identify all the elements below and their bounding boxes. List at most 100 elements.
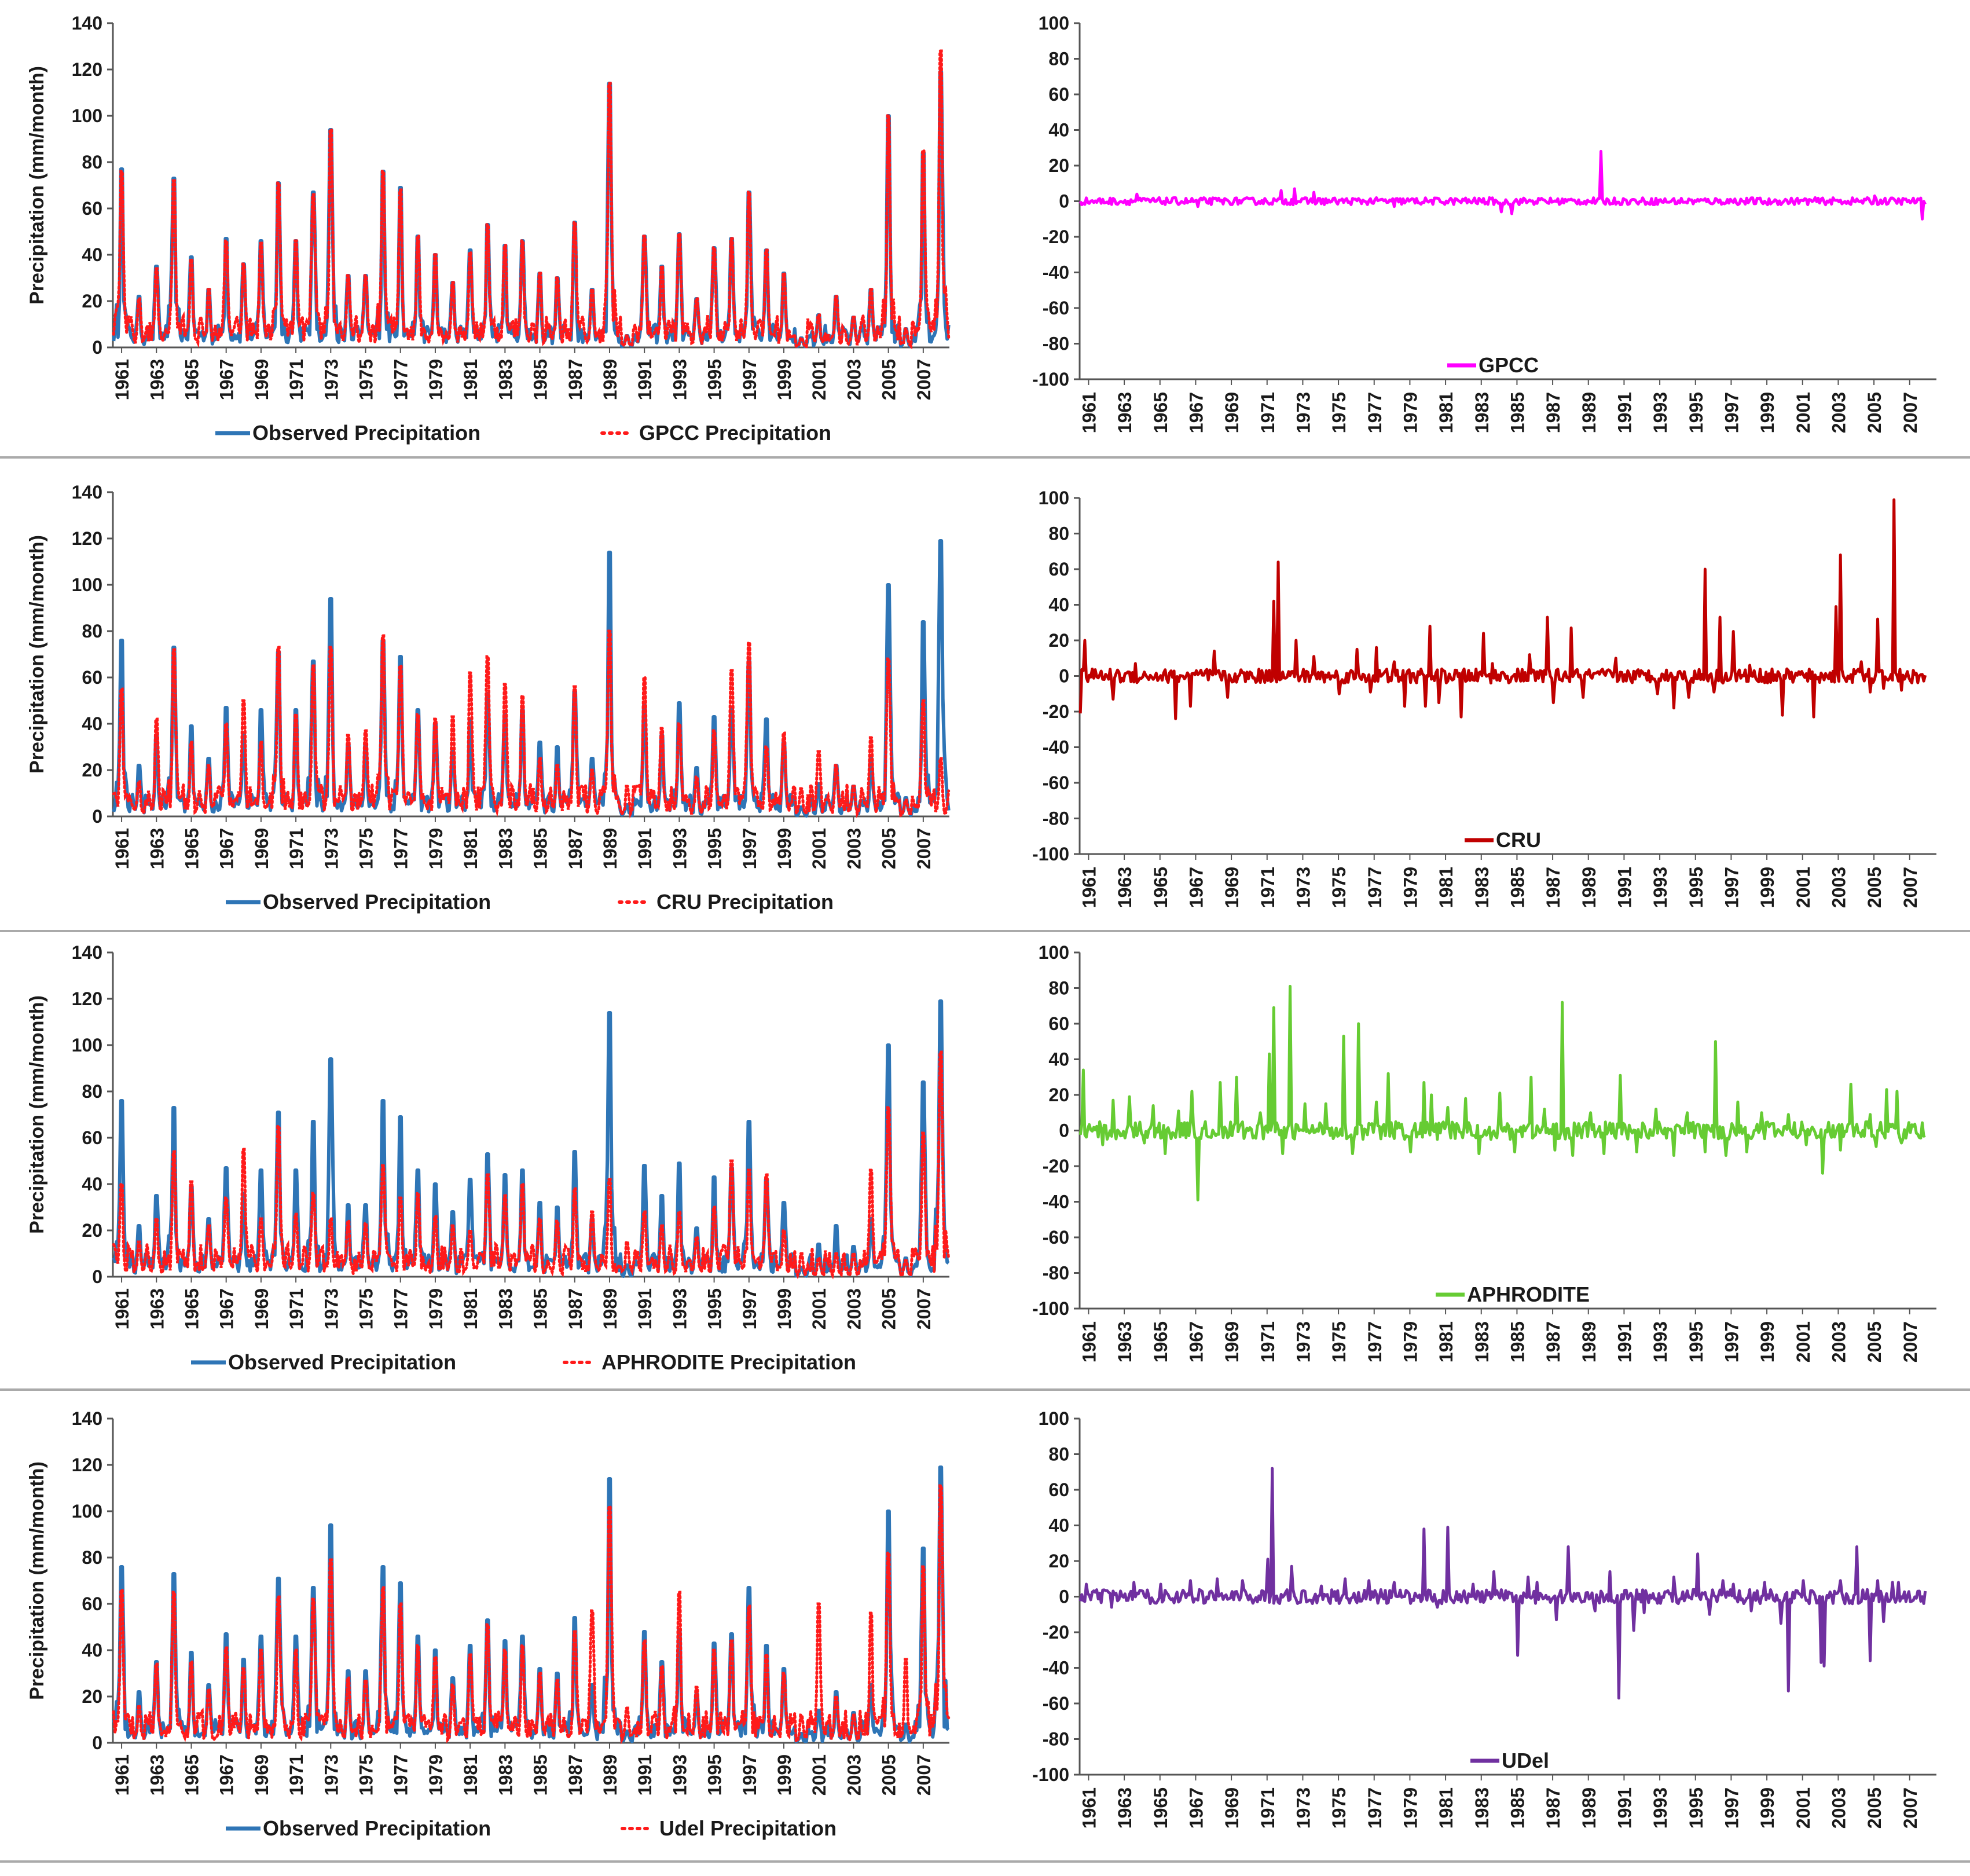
y-tick-label: 0 (92, 1732, 102, 1753)
x-tick-label: 1989 (600, 359, 621, 400)
y-tick-label: 120 (72, 528, 102, 549)
x-tick-label: 1997 (1721, 392, 1742, 433)
x-tick-label: 1961 (1078, 1787, 1099, 1829)
x-tick-label: 1995 (1686, 1787, 1707, 1829)
x-tick-label: 1991 (634, 359, 655, 400)
x-tick-label: 1963 (146, 1288, 167, 1329)
x-tick-label: 1999 (1757, 867, 1778, 908)
x-tick-label: 1991 (634, 828, 655, 869)
x-tick-label: 2007 (1900, 1321, 1921, 1362)
x-tick-label: 2001 (809, 828, 830, 869)
y-tick-label: -80 (1043, 334, 1069, 354)
x-tick-label: 1969 (1221, 1787, 1242, 1829)
x-tick-label: 1963 (1114, 1787, 1135, 1829)
y-tick-label: -100 (1032, 844, 1069, 864)
y-tick-label: 40 (1048, 595, 1069, 615)
x-tick-label: 1997 (1721, 1321, 1742, 1362)
x-tick-label: 1967 (217, 359, 237, 400)
x-tick-label: 1985 (1507, 1321, 1528, 1362)
x-tick-label: 2001 (1793, 1787, 1814, 1829)
x-tick-label: 1987 (565, 1754, 586, 1796)
x-tick-label: 1995 (705, 828, 725, 869)
x-tick-label: 1999 (1757, 1787, 1778, 1829)
x-tick-label: 1963 (146, 828, 167, 869)
x-tick-label: 1975 (356, 359, 377, 400)
x-tick-label: 2003 (1828, 1787, 1849, 1829)
panel-row-2: 0 20 40 60 80 100 120 140 1961 1963 1965 1967 1969 19… (26, 942, 1936, 1374)
x-tick-label: 1969 (251, 828, 272, 869)
y-axis-title: Precipitation (mm/month) (26, 535, 48, 774)
y-tick-label: -40 (1043, 1658, 1069, 1679)
precip-chart-udel: 0 20 40 60 80 100 120 140 1961 1963 1965 1967 1969 19… (26, 1408, 951, 1840)
x-tick-label: 1963 (1114, 1321, 1135, 1362)
x-tick-label: 1993 (669, 828, 690, 869)
legend-product-label: Udel Precipitation (659, 1816, 837, 1840)
x-tick-label: 1981 (1436, 1787, 1457, 1829)
difference-line (1078, 1467, 1927, 1700)
x-tick-label: 2003 (843, 359, 864, 400)
x-tick-label: 1971 (286, 1288, 307, 1329)
x-tick-label: 1993 (1650, 867, 1671, 908)
y-axis-title: Precipitation (mm/month) (26, 1461, 48, 1700)
x-tick-label: 1995 (1686, 867, 1707, 908)
x-tick-label: 1965 (1150, 1321, 1171, 1362)
x-tick-label: 1999 (774, 828, 795, 869)
x-tick-label: 1971 (1257, 1787, 1278, 1829)
x-tick-label: 1995 (705, 1754, 725, 1796)
x-tick-label: 2007 (914, 1754, 934, 1796)
y-tick-label: 100 (72, 1501, 102, 1522)
x-tick-label: 1973 (321, 359, 342, 400)
y-tick-label: 40 (1048, 120, 1069, 141)
legend-label: APHRODITE (1467, 1283, 1590, 1306)
x-tick-label: 2001 (809, 1754, 830, 1796)
y-tick-label: 40 (82, 1640, 102, 1661)
y-tick-label: -100 (1032, 1298, 1069, 1319)
x-tick-label: 1963 (1114, 392, 1135, 433)
x-tick-label: 1961 (1078, 392, 1099, 433)
panel-row-0: 0 20 40 60 80 100 120 140 1961 1963 1965 1967 1969 19… (26, 13, 1936, 445)
x-tick-label: 1967 (217, 1288, 237, 1329)
x-tick-label: 1977 (1364, 392, 1385, 433)
x-tick-label: 1981 (460, 1288, 481, 1329)
x-tick-label: 1981 (460, 359, 481, 400)
x-tick-label: 1973 (1293, 1321, 1314, 1362)
y-tick-label: 20 (82, 1220, 102, 1241)
x-tick-label: 2005 (879, 1288, 900, 1329)
x-tick-label: 1977 (391, 1288, 412, 1329)
y-tick-label: 80 (82, 621, 102, 642)
x-tick-label: 2003 (1828, 392, 1849, 433)
x-tick-label: 1989 (600, 1288, 621, 1329)
x-tick-label: 1993 (669, 359, 690, 400)
y-tick-label: 100 (1039, 13, 1069, 34)
x-tick-label: 1977 (391, 1754, 412, 1796)
y-tick-label: 60 (82, 667, 102, 688)
x-tick-label: 1973 (1293, 1787, 1314, 1829)
x-tick-label: 1975 (356, 1288, 377, 1329)
x-tick-label: 2005 (1864, 1321, 1885, 1362)
x-tick-label: 2003 (1828, 867, 1849, 908)
x-tick-label: 1997 (739, 359, 760, 400)
x-tick-label: 1979 (425, 1288, 446, 1329)
difference-line (1078, 498, 1927, 720)
x-tick-label: 1983 (495, 828, 516, 869)
x-tick-label: 2007 (914, 359, 934, 400)
legend-product-label: CRU Precipitation (656, 890, 834, 914)
y-tick-label: 80 (82, 152, 102, 173)
legend-observed-label: Observed Precipitation (252, 421, 480, 445)
x-tick-label: 1985 (530, 359, 551, 400)
x-tick-label: 1985 (530, 828, 551, 869)
x-tick-label: 1989 (1579, 392, 1600, 433)
y-tick-label: -80 (1043, 1729, 1069, 1750)
x-tick-label: 2001 (809, 359, 830, 400)
x-tick-label: 1997 (1721, 1787, 1742, 1829)
x-tick-label: 1989 (1579, 1787, 1600, 1829)
x-tick-label: 1987 (565, 1288, 586, 1329)
y-tick-label: 20 (82, 760, 102, 781)
difference-line (1078, 984, 1926, 1201)
x-tick-label: 1977 (1364, 1787, 1385, 1829)
y-tick-label: 100 (72, 574, 102, 595)
y-tick-label: 20 (1048, 155, 1069, 176)
y-tick-label: 140 (72, 1408, 102, 1429)
difference-chart-gpcc: -100 -80 -60 -40 -20 0 20 40 60 80 100 1961 1963 1965… (1032, 13, 1936, 433)
x-tick-label: 1971 (286, 828, 307, 869)
